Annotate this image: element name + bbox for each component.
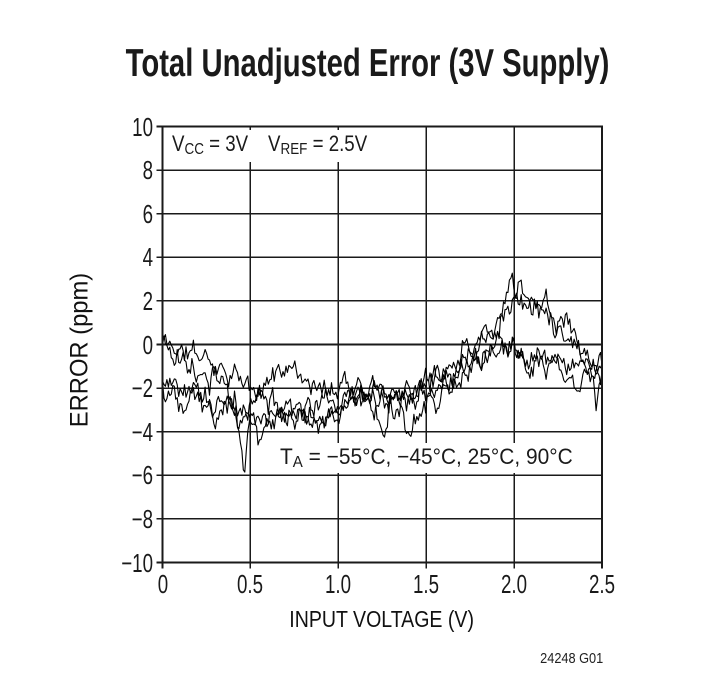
trace-line-trace-4 bbox=[162, 331, 602, 438]
vref-symbol: V bbox=[267, 131, 281, 156]
figure-number: 24248 G01 bbox=[380, 650, 603, 667]
vcc-symbol: V bbox=[172, 131, 185, 156]
chart-title-text: Total Unadjusted Error (3V Supply) bbox=[126, 42, 610, 85]
trace-line-trace-2 bbox=[162, 272, 602, 473]
y-axis-title: ERROR (ppm) bbox=[65, 272, 94, 428]
condition-annotation-temperature: TA = −55°C, −45°C, 25°C, 90°C bbox=[277, 443, 592, 473]
vcc-line: VCC = 3V bbox=[172, 130, 248, 160]
ta-values: = −55°C, −45°C, 25°C, 90°C bbox=[302, 444, 573, 469]
condition-annotation-vcc-vref: VCC = 3V VREF = 2.5V bbox=[170, 130, 391, 162]
x-axis-title: INPUT VOLTAGE (V) bbox=[162, 606, 602, 633]
trace-line-trace-3 bbox=[162, 337, 602, 421]
vcc-subscript: CC bbox=[184, 141, 204, 159]
chart-title: Total Unadjusted Error (3V Supply) bbox=[0, 42, 725, 86]
plot-border bbox=[161, 125, 604, 564]
ta-symbol: T bbox=[280, 444, 293, 469]
vcc-value: = 3V bbox=[203, 131, 249, 156]
ta-subscript: A bbox=[292, 454, 303, 472]
figure-number-text: 24248 G01 bbox=[539, 650, 603, 667]
ta-line: TA = −55°C, −45°C, 25°C, 90°C bbox=[280, 443, 573, 473]
vref-value: = 2.5V bbox=[307, 131, 367, 156]
x-axis-title-text: INPUT VOLTAGE (V) bbox=[289, 606, 475, 632]
vref-line: VREF = 2.5V bbox=[268, 130, 367, 160]
vref-subscript: REF bbox=[280, 141, 308, 159]
